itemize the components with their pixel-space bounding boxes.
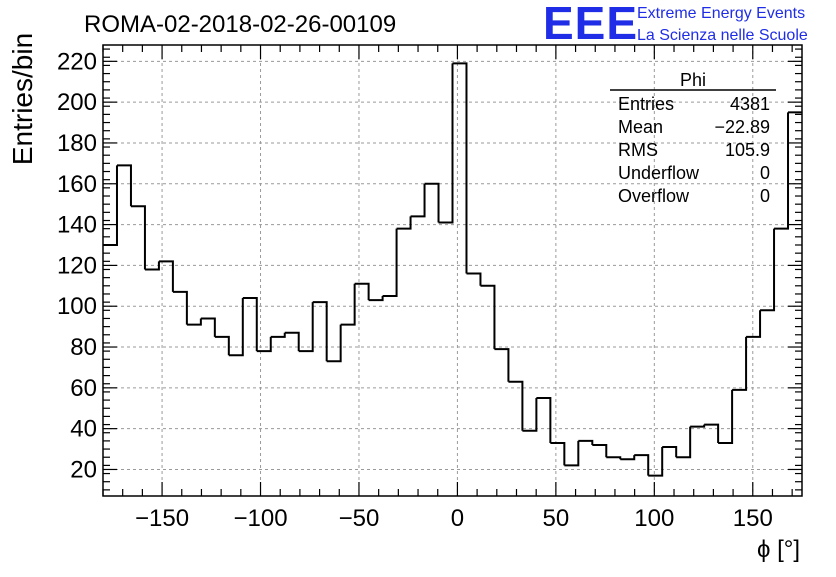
- y-tick-label: 120: [57, 252, 97, 279]
- stats-label-mean: Mean: [618, 117, 663, 137]
- histogram-bin: [298, 302, 314, 353]
- x-tick-label: 150: [733, 505, 773, 532]
- histogram-bin: [382, 228, 398, 298]
- x-axis-label: ϕ [°]: [757, 536, 800, 563]
- histogram-bin: [368, 296, 384, 302]
- histogram-bin: [172, 290, 188, 325]
- histogram-bin: [452, 62, 468, 274]
- stats-box: Phi Entries 4381 Mean −22.89 RMS 105.9 U…: [610, 70, 776, 206]
- histogram-bin: [746, 310, 762, 338]
- histogram-bin: [522, 398, 538, 432]
- histogram-bin: [634, 454, 650, 476]
- histogram-bin: [578, 439, 594, 445]
- histogram-bin: [340, 283, 356, 326]
- y-tick-label: 40: [70, 416, 97, 443]
- histogram-bin: [228, 298, 244, 357]
- x-tick-label: −50: [339, 505, 380, 532]
- chart-title: ROMA-02-2018-02-26-00109: [84, 11, 396, 38]
- stats-label-rms: RMS: [618, 140, 658, 160]
- histogram-bin: [396, 216, 412, 230]
- histogram-bin: [760, 228, 776, 312]
- histogram-bin: [704, 423, 720, 443]
- histogram-bin: [536, 397, 552, 443]
- ticks-layer: [102, 45, 802, 496]
- histogram-bin: [186, 318, 202, 326]
- histogram-bin: [438, 63, 454, 224]
- y-tick-label: 140: [57, 212, 97, 239]
- histogram-bin: [354, 282, 370, 301]
- y-tick-label: 220: [57, 48, 97, 75]
- axes-frame: [102, 44, 803, 497]
- histogram-bin: [648, 447, 664, 477]
- stats-title: Phi: [680, 70, 706, 90]
- stats-label-entries: Entries: [618, 94, 674, 114]
- histogram-bin: [774, 112, 790, 230]
- histogram-bin: [480, 284, 496, 350]
- histogram-bin: [466, 272, 482, 286]
- eee-subtitle-line1: Extreme Energy Events: [637, 5, 805, 22]
- histogram-bin: [270, 332, 286, 338]
- histogram-bin: [200, 317, 216, 337]
- x-tick-label: 100: [634, 505, 674, 532]
- eee-subtitle-line2: La Scienza nelle Scuole: [637, 27, 808, 44]
- histogram-bin: [508, 380, 524, 431]
- histogram-bin: [424, 182, 440, 223]
- histogram-bin: [326, 324, 342, 363]
- histogram-bin: [312, 301, 328, 362]
- histogram-bin: [550, 441, 566, 466]
- x-tick-label: −150: [135, 505, 189, 532]
- stats-value-mean: −22.89: [714, 117, 770, 137]
- histogram-bin: [116, 164, 132, 207]
- histogram-bin: [284, 331, 300, 352]
- stats-value-entries: 4381: [730, 94, 770, 114]
- histogram-bin: [242, 297, 258, 352]
- stats-value-overflow: 0: [760, 186, 770, 206]
- histogram-bin: [592, 443, 608, 458]
- histogram-bin: [662, 446, 678, 458]
- histogram-bin: [676, 426, 692, 459]
- histogram-bin: [620, 455, 636, 461]
- histogram-bin: [564, 440, 580, 467]
- y-tick-label: 160: [57, 171, 97, 198]
- histogram-bin: [158, 260, 174, 292]
- x-tick-label: −100: [233, 505, 287, 532]
- y-tick-label: 20: [70, 456, 97, 483]
- y-tick-label: 200: [57, 89, 97, 116]
- histogram-bin: [410, 183, 426, 218]
- stats-label-overflow: Overflow: [618, 186, 690, 206]
- histogram-bin: [256, 336, 272, 353]
- y-axis-label: Entries/bin: [7, 33, 38, 165]
- histogram-bin: [214, 335, 230, 356]
- x-tick-label: 50: [543, 505, 570, 532]
- histogram-bin: [130, 205, 146, 270]
- x-tick-label: 0: [451, 505, 464, 532]
- stats-value-underflow: 0: [760, 163, 770, 183]
- tick-labels-layer: −150 −100 −50 0 50 100 150 20 40 60 80 100 120 140 160…: [57, 48, 773, 532]
- y-tick-label: 80: [70, 334, 97, 361]
- eee-logo: EEE: [543, 0, 638, 49]
- histogram-bin: [144, 261, 160, 271]
- y-tick-label: 100: [57, 293, 97, 320]
- stats-label-underflow: Underflow: [618, 163, 700, 183]
- plot-frame: [102, 44, 803, 497]
- histogram-bin: [732, 336, 748, 391]
- y-tick-label: 60: [70, 375, 97, 402]
- y-tick-label: 180: [57, 130, 97, 157]
- histogram-bin: [718, 389, 734, 444]
- stats-value-rms: 105.9: [725, 140, 770, 160]
- histogram-bin: [494, 348, 510, 382]
